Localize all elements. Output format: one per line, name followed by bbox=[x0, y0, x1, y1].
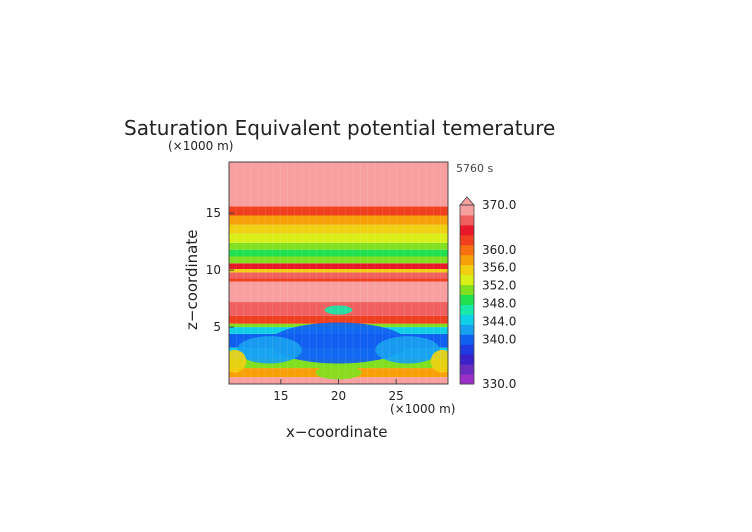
colorbar-swatch bbox=[460, 244, 474, 256]
heatmap-anomaly bbox=[315, 365, 362, 380]
x-tick-label: 20 bbox=[331, 389, 346, 403]
time-label: 5760 s bbox=[456, 162, 493, 175]
heatmap-band bbox=[229, 315, 448, 324]
heatmap-band bbox=[229, 242, 448, 250]
colorbar-swatch bbox=[460, 324, 474, 335]
colorbar-swatch bbox=[460, 344, 474, 355]
y-tick-label: 15 bbox=[206, 206, 221, 220]
y-axis-title: z−coordinate bbox=[183, 230, 201, 330]
colorbar-label: 340.0 bbox=[482, 332, 516, 346]
y-tick-label: 5 bbox=[213, 320, 221, 334]
heatmap-band bbox=[229, 224, 448, 234]
heatmap-band bbox=[229, 263, 448, 270]
colorbar-swatch bbox=[460, 314, 474, 325]
heatmap-anomaly bbox=[237, 336, 302, 364]
y-axis: 5 10 15 bbox=[206, 206, 234, 334]
colorbar-label: 330.0 bbox=[482, 377, 516, 391]
heatmap-anomaly bbox=[324, 305, 353, 315]
colorbar-label: 352.0 bbox=[482, 279, 516, 293]
colorbar-swatch bbox=[460, 234, 474, 246]
heatmap-anomaly bbox=[430, 349, 448, 373]
colorbar-label: 360.0 bbox=[482, 243, 516, 257]
heatmap-anomaly bbox=[229, 349, 247, 373]
colorbar-swatch bbox=[460, 294, 474, 305]
colorbar-swatch bbox=[460, 304, 474, 315]
x-tick-label: 25 bbox=[388, 389, 403, 403]
x-axis-title: x−coordinate bbox=[286, 423, 387, 441]
heatmap-band bbox=[229, 215, 448, 225]
heatmap-band bbox=[229, 358, 448, 369]
colorbar-label: 344.0 bbox=[482, 314, 516, 328]
heatmap-band bbox=[229, 206, 448, 216]
x-axis: 15 20 25 bbox=[273, 379, 404, 403]
colorbar-label: 356.0 bbox=[482, 261, 516, 275]
heatmap-anomaly bbox=[269, 322, 408, 364]
heatmap-band bbox=[229, 249, 448, 257]
colorbar-extend-arrow bbox=[459, 196, 475, 206]
heatmap-band bbox=[229, 162, 448, 207]
heatmap-band bbox=[229, 269, 448, 273]
y-unit-label: (×1000 m) bbox=[168, 139, 233, 153]
chart-title: Saturation Equivalent potential temeratu… bbox=[124, 116, 555, 140]
heatmap-anomaly bbox=[375, 336, 440, 364]
colorbar-label: 370.0 bbox=[482, 198, 516, 212]
heatmap-band bbox=[229, 278, 448, 282]
colorbar-swatch bbox=[460, 364, 474, 375]
x-unit-label: (×1000 m) bbox=[390, 402, 455, 416]
heatmap-band bbox=[229, 233, 448, 243]
colorbar-swatch bbox=[460, 205, 474, 216]
colorbar-swatch bbox=[460, 264, 474, 276]
heatmap-band bbox=[229, 281, 448, 303]
colorbar-swatch bbox=[460, 334, 474, 345]
colorbar-swatch bbox=[460, 374, 474, 385]
heatmap-plot bbox=[229, 162, 448, 384]
colorbar-swatch bbox=[460, 214, 474, 226]
colorbar: 370.0 360.0 356.0 352.0 348.0 344.0 340.0 330.0 bbox=[459, 196, 516, 391]
y-tick-label: 10 bbox=[206, 263, 221, 277]
colorbar-swatch bbox=[460, 224, 474, 236]
colorbar-frame bbox=[459, 204, 475, 385]
heatmap-band bbox=[229, 256, 448, 264]
x-tick-label: 15 bbox=[273, 389, 288, 403]
colorbar-swatch bbox=[460, 254, 474, 266]
colorbar-swatch bbox=[460, 354, 474, 365]
colorbar-swatch bbox=[460, 274, 474, 286]
heatmap-cells bbox=[229, 162, 448, 384]
colorbar-swatch bbox=[460, 284, 474, 295]
heatmap-band bbox=[229, 272, 448, 279]
colorbar-label: 348.0 bbox=[482, 296, 516, 310]
